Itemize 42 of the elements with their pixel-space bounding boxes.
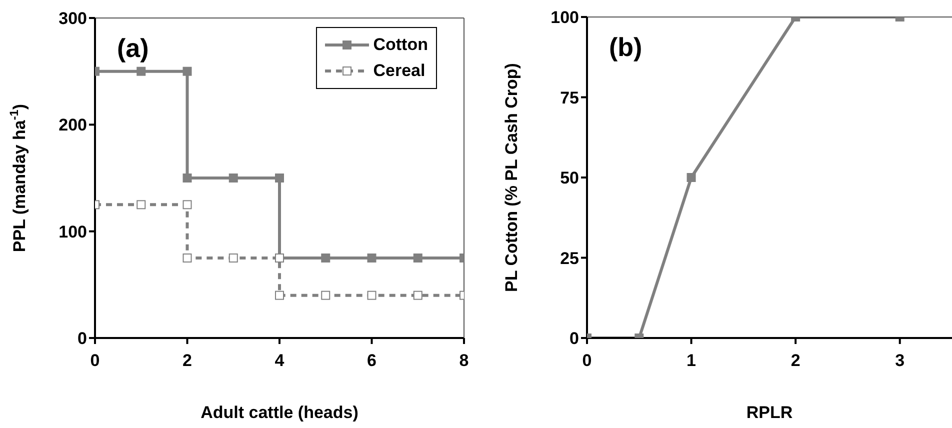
point — [136, 66, 146, 76]
point — [275, 174, 284, 182]
y-tick-label: 25 — [560, 248, 579, 268]
point — [367, 290, 376, 300]
x-tick-label: 6 — [367, 351, 376, 370]
point — [182, 66, 192, 76]
point — [182, 174, 192, 182]
x-tick-label: 1 — [686, 351, 696, 370]
text: (b) — [609, 32, 642, 62]
x-axis-title: Adult cattle (heads) — [200, 403, 358, 422]
x-tick-label: 2 — [182, 351, 192, 370]
y-tick-label: 50 — [560, 168, 579, 188]
point — [136, 200, 146, 210]
legend-label: Cotton — [373, 34, 428, 56]
point — [321, 290, 330, 300]
x-tick-label: 3 — [895, 351, 905, 370]
x-tick-label: 0 — [90, 351, 100, 370]
text: (a) — [117, 33, 149, 63]
y-tick-label: 75 — [560, 88, 579, 108]
y-tick-label: 300 — [58, 9, 87, 28]
x-axis-title: RPLR — [746, 403, 793, 422]
y-tick-label: 100 — [58, 222, 87, 242]
point — [413, 254, 422, 262]
x-tick-label: 2 — [790, 351, 800, 370]
point — [228, 254, 238, 262]
x-tick-label: 0 — [582, 351, 592, 370]
point — [182, 254, 192, 262]
point — [182, 200, 192, 210]
y-axis-title: PL Cotton (% PL Cash Crop) — [502, 63, 521, 292]
y-tick-label: 0 — [570, 329, 579, 348]
point — [275, 290, 284, 300]
point — [228, 174, 238, 182]
point — [413, 290, 422, 300]
x-tick-label: 8 — [459, 351, 469, 370]
y-tick-label: 200 — [58, 116, 87, 135]
point — [321, 254, 330, 262]
x-tick-label: 4 — [274, 351, 285, 370]
y-tick-label: 0 — [78, 329, 87, 348]
legend-label: Cereal — [373, 60, 426, 82]
point — [686, 173, 696, 182]
point — [367, 254, 376, 262]
y-tick-label: 100 — [550, 8, 579, 28]
